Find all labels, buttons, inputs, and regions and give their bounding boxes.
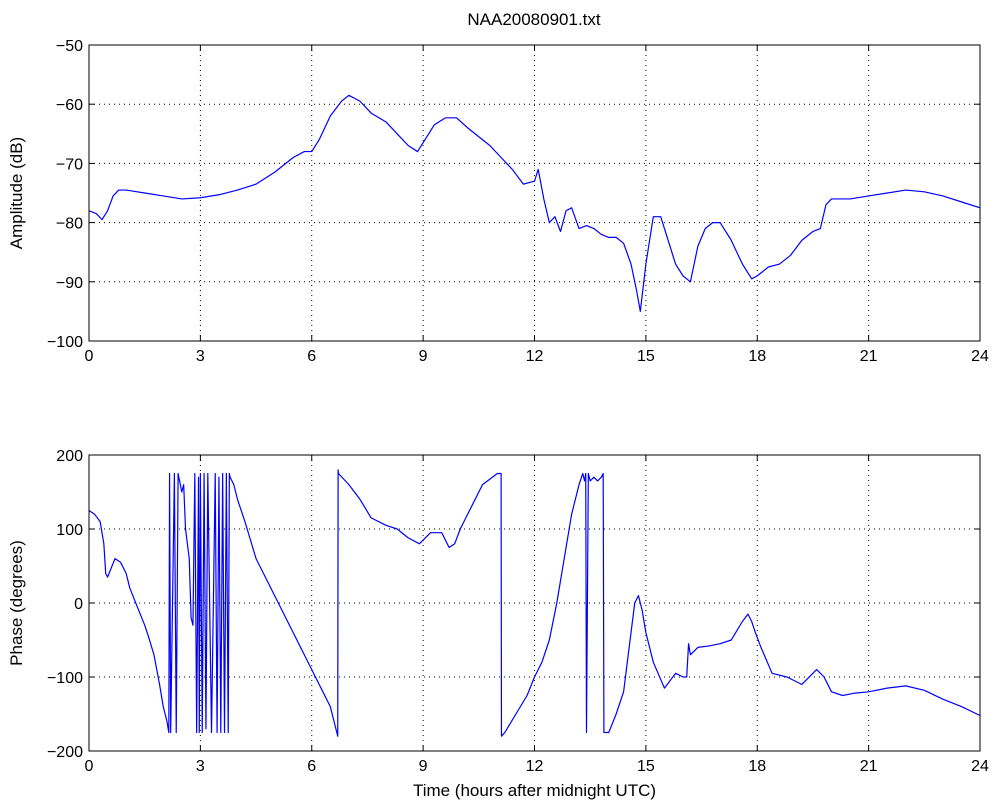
chart-title: NAA20080901.txt <box>467 10 601 29</box>
amplitude-y-tick-label: −70 <box>56 156 83 173</box>
phase-y-tick-label: −100 <box>47 670 83 687</box>
phase-x-tick-label: 15 <box>637 758 655 775</box>
amplitude-y-axis-label: Amplitude (dB) <box>7 137 26 249</box>
amplitude-x-tick-label: 18 <box>748 348 766 365</box>
amplitude-axes: 0 3 6 9 12 15 18 21 24 −100 −90 −80 −70 −60 −50 Amplitu… <box>7 38 989 365</box>
phase-x-tick-label: 9 <box>419 758 428 775</box>
phase-series-line <box>89 469 980 737</box>
amplitude-x-tick-label: 3 <box>196 348 205 365</box>
amplitude-series-line <box>89 94 980 312</box>
amplitude-y-tick-label: −50 <box>56 38 83 55</box>
amplitude-plot-area <box>89 45 980 341</box>
amplitude-y-tick-label: −90 <box>56 275 83 292</box>
phase-x-tick-label: 0 <box>85 758 94 775</box>
amplitude-y-tick-label: −60 <box>56 97 83 114</box>
amplitude-x-tick-label: 12 <box>526 348 544 365</box>
phase-x-tick-label: 3 <box>196 758 205 775</box>
amplitude-x-tick-label: 21 <box>860 348 878 365</box>
amplitude-y-tick-label: −80 <box>56 216 83 233</box>
amplitude-x-tick-label: 15 <box>637 348 655 365</box>
phase-x-tick-label: 24 <box>971 758 989 775</box>
amplitude-x-tick-label: 24 <box>971 348 989 365</box>
amplitude-y-tick-label: −100 <box>47 334 83 351</box>
amplitude-x-tick-label: 6 <box>307 348 316 365</box>
phase-x-tick-label: 21 <box>860 758 878 775</box>
amplitude-x-tick-label: 0 <box>85 348 94 365</box>
phase-y-tick-label: 200 <box>56 448 83 465</box>
phase-y-tick-label: 0 <box>74 596 83 613</box>
amplitude-x-tick-label: 9 <box>419 348 428 365</box>
phase-axes: 0 3 6 9 12 15 18 21 24 −200 −100 0 100 200 Phase (degr… <box>7 448 989 800</box>
phase-y-tick-label: −200 <box>47 744 83 761</box>
phase-y-tick-label: 100 <box>56 522 83 539</box>
phase-x-tick-label: 6 <box>307 758 316 775</box>
phase-x-tick-label: 12 <box>526 758 544 775</box>
phase-x-axis-label: Time (hours after midnight UTC) <box>413 781 656 800</box>
phase-y-axis-label: Phase (degrees) <box>7 540 26 666</box>
phase-x-tick-label: 18 <box>748 758 766 775</box>
